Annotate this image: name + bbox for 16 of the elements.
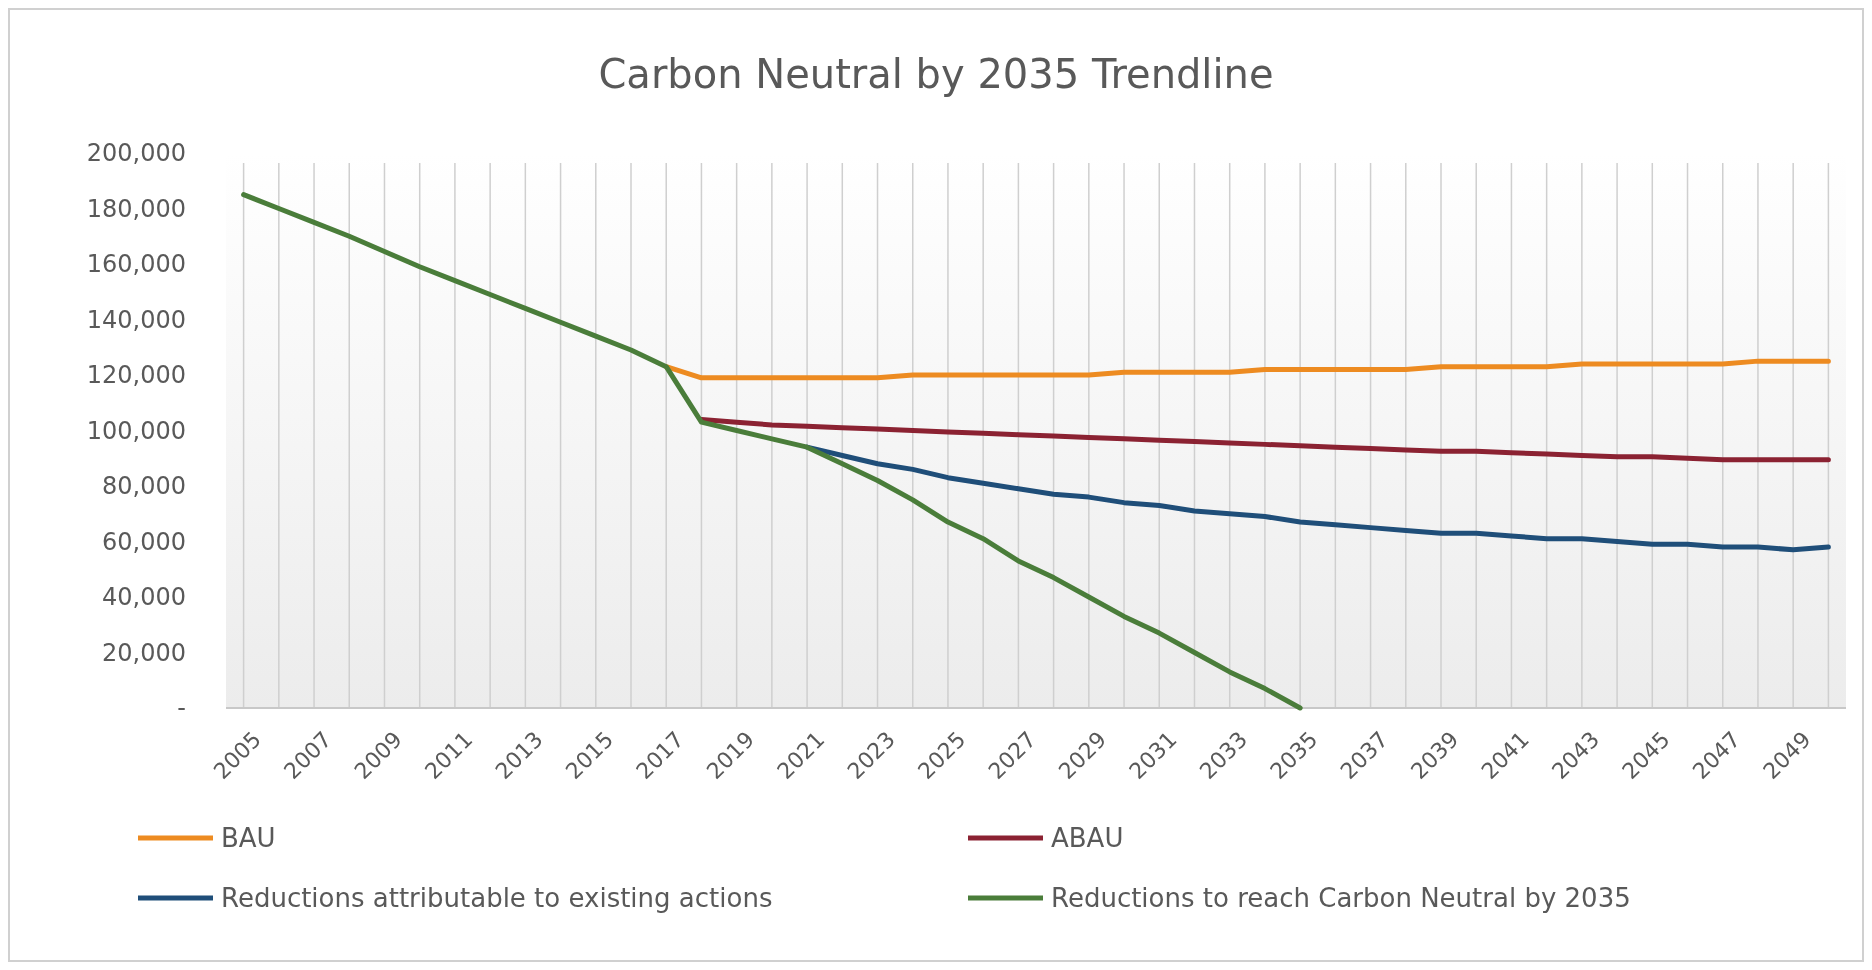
y-tick-label: 160,000: [86, 250, 186, 279]
legend-label: BAU: [221, 823, 276, 854]
legend-label: Reductions to reach Carbon Neutral by 2035: [1051, 883, 1631, 914]
chart-title: Carbon Neutral by 2035 Trendline: [598, 51, 1274, 97]
y-tick-label: 180,000: [86, 194, 186, 223]
y-tick-label: 200,000: [86, 139, 186, 168]
y-tick-label: 60,000: [102, 527, 186, 556]
y-tick-label: 100,000: [86, 416, 186, 445]
legend-label: Reductions attributable to existing actions: [221, 883, 773, 914]
y-tick-label: 120,000: [86, 361, 186, 390]
y-tick-label: 140,000: [86, 305, 186, 334]
y-tick-label: 40,000: [102, 583, 186, 612]
legend-label: ABAU: [1051, 823, 1124, 854]
y-tick-label: 20,000: [102, 638, 186, 667]
y-tick-label: 80,000: [102, 472, 186, 501]
y-tick-label: -: [177, 694, 186, 723]
